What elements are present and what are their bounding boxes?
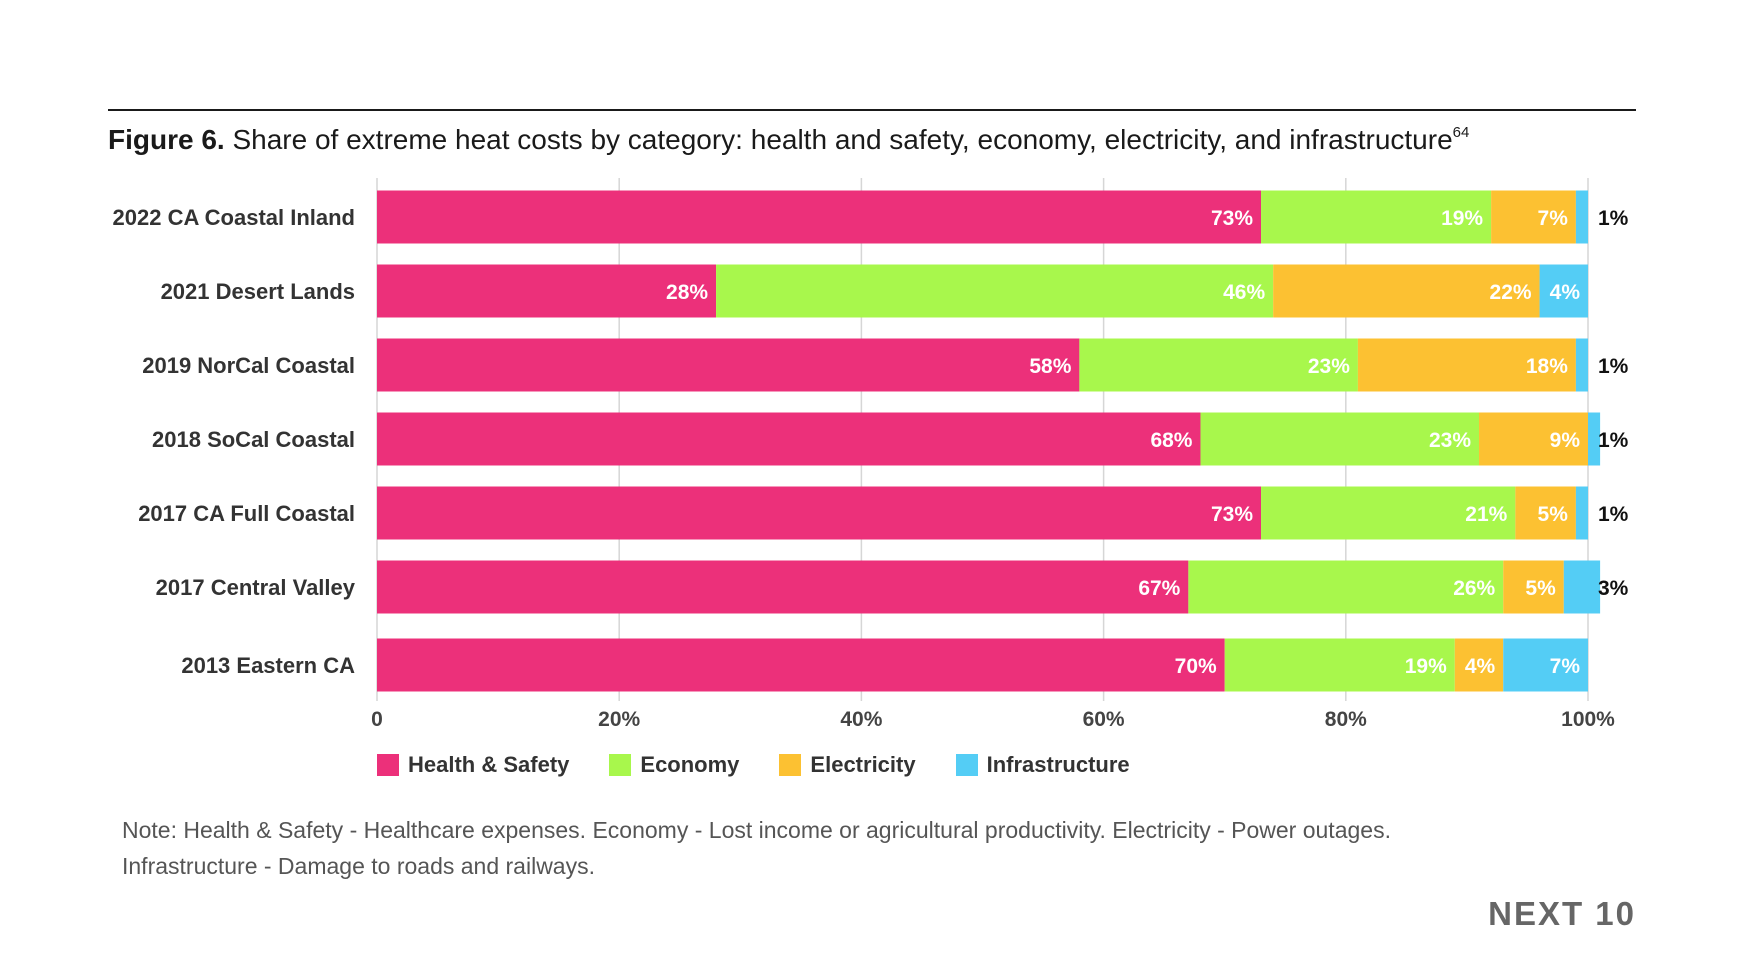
x-tick-label: 80% bbox=[1325, 708, 1367, 731]
legend-swatch bbox=[377, 754, 399, 776]
bar-segment bbox=[377, 486, 1262, 540]
note-line-1: Note: Health & Safety - Healthcare expen… bbox=[122, 817, 1391, 843]
data-label: 21% bbox=[1465, 503, 1507, 526]
legend-swatch bbox=[609, 754, 632, 776]
category-label: 2022 CA Coastal Inland bbox=[113, 205, 355, 230]
bar-segment bbox=[377, 190, 1262, 244]
bar-segment bbox=[1188, 560, 1504, 614]
bar-segment bbox=[1261, 486, 1516, 540]
data-label: 7% bbox=[1538, 207, 1569, 230]
bar-segment bbox=[1539, 264, 1588, 318]
legend-swatch bbox=[955, 754, 978, 776]
chart-note: Note: Health & Safety - Healthcare expen… bbox=[122, 812, 1582, 884]
bar-segment bbox=[377, 338, 1080, 392]
bar-segment bbox=[1575, 486, 1588, 540]
stacked-bar-chart: 0 20% 40% 60% 80% 100% 2022 CA Coastal Inland 7… bbox=[113, 178, 1629, 731]
bar-segment bbox=[1588, 412, 1601, 466]
legend: Health & Safety Economy Electricity Infrast… bbox=[377, 752, 1130, 778]
data-label: 46% bbox=[1223, 281, 1265, 304]
x-tick-label: 100% bbox=[1561, 708, 1615, 731]
legend-swatch bbox=[779, 754, 802, 776]
data-label: 18% bbox=[1526, 355, 1568, 378]
data-label: 9% bbox=[1550, 429, 1581, 452]
data-label: 4% bbox=[1465, 655, 1496, 678]
legend-label: Electricity bbox=[810, 752, 916, 777]
note-line-2: Infrastructure - Damage to roads and rai… bbox=[122, 853, 595, 879]
legend-item: Infrastructure bbox=[955, 752, 1130, 778]
data-label: 28% bbox=[666, 281, 708, 304]
bar-segment bbox=[1503, 560, 1564, 614]
data-label: 5% bbox=[1538, 503, 1569, 526]
legend-label: Health & Safety bbox=[408, 752, 570, 777]
data-label: 22% bbox=[1490, 281, 1532, 304]
bar-segment bbox=[1479, 412, 1588, 466]
bar-segment bbox=[1273, 264, 1540, 318]
figure-label: Figure 6. bbox=[108, 124, 225, 155]
data-label: 1% bbox=[1598, 207, 1629, 230]
bar-segment bbox=[1261, 190, 1492, 244]
bar-segment bbox=[377, 412, 1201, 466]
data-label: 3% bbox=[1598, 577, 1629, 600]
bar-segment bbox=[377, 264, 717, 318]
bar-segment bbox=[1357, 338, 1576, 392]
bar-segment bbox=[1491, 190, 1576, 244]
bar-segment bbox=[1079, 338, 1358, 392]
data-label: 23% bbox=[1429, 429, 1471, 452]
bar-segment bbox=[1575, 190, 1588, 244]
x-tick-label: 20% bbox=[598, 708, 640, 731]
category-label: 2017 CA Full Coastal bbox=[138, 501, 355, 526]
data-label: 19% bbox=[1405, 655, 1447, 678]
category-label: 2018 SoCal Coastal bbox=[152, 427, 355, 452]
data-label: 7% bbox=[1550, 655, 1581, 678]
data-label: 4% bbox=[1550, 281, 1581, 304]
legend-item: Health & Safety bbox=[377, 752, 569, 778]
data-label: 58% bbox=[1029, 355, 1071, 378]
data-label: 67% bbox=[1138, 577, 1180, 600]
bar-segment bbox=[1575, 338, 1588, 392]
data-label: 1% bbox=[1598, 355, 1629, 378]
footnote-ref: 64 bbox=[1452, 124, 1470, 141]
bar-segment bbox=[1454, 638, 1504, 692]
bar-segment bbox=[1515, 486, 1576, 540]
category-label: 2013 Eastern CA bbox=[181, 653, 355, 678]
bar-segment bbox=[1200, 412, 1480, 466]
bar-segment bbox=[1563, 560, 1601, 614]
data-label: 5% bbox=[1525, 577, 1556, 600]
x-tick-label: 40% bbox=[840, 708, 882, 731]
bar-segment bbox=[1503, 638, 1588, 692]
bar-segment bbox=[1224, 638, 1455, 692]
figure-title: Figure 6. Share of extreme heat costs by… bbox=[108, 124, 1469, 156]
data-label: 1% bbox=[1598, 503, 1629, 526]
x-tick-label: 60% bbox=[1083, 708, 1125, 731]
data-label: 23% bbox=[1308, 355, 1350, 378]
bar-segment bbox=[377, 560, 1189, 614]
bar-segment bbox=[377, 638, 1225, 692]
category-label: 2019 NorCal Coastal bbox=[142, 353, 355, 378]
data-label: 73% bbox=[1211, 207, 1253, 230]
top-rule bbox=[108, 109, 1636, 111]
data-label: 73% bbox=[1211, 503, 1253, 526]
x-tick-label: 0 bbox=[371, 708, 383, 731]
data-label: 19% bbox=[1441, 207, 1483, 230]
figure-title-text: Share of extreme heat costs by category:… bbox=[232, 124, 1453, 155]
data-label: 1% bbox=[1598, 429, 1629, 452]
data-label: 26% bbox=[1453, 577, 1495, 600]
bar-segment bbox=[716, 264, 1274, 318]
legend-label: Economy bbox=[640, 752, 740, 777]
data-label: 68% bbox=[1150, 429, 1192, 452]
legend-label: Infrastructure bbox=[986, 752, 1130, 777]
legend-item: Electricity bbox=[779, 752, 916, 778]
category-label: 2021 Desert Lands bbox=[161, 279, 355, 304]
data-label: 70% bbox=[1175, 655, 1217, 678]
legend-item: Economy bbox=[609, 752, 739, 778]
category-label: 2017 Central Valley bbox=[156, 575, 356, 600]
brand-logo: NEXT 10 bbox=[1488, 895, 1636, 932]
